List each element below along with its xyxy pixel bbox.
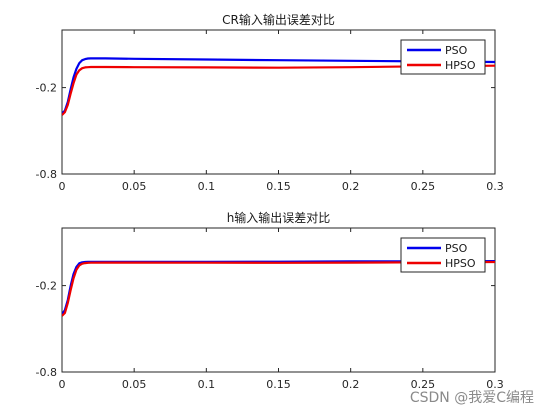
- y-tick-label: -0.8: [36, 168, 57, 181]
- legend-label-hpso: HPSO: [445, 257, 476, 270]
- legend-label-hpso: HPSO: [445, 59, 476, 72]
- x-tick-label: 0.25: [411, 180, 436, 193]
- watermark-text: CSDN @我爱C编程: [409, 390, 534, 406]
- legend-label-pso: PSO: [445, 44, 468, 57]
- x-tick-label: 0.3: [486, 180, 504, 193]
- legend-label-pso: PSO: [445, 242, 468, 255]
- x-tick-label: 0.3: [486, 378, 504, 391]
- x-tick-label: 0.2: [342, 180, 360, 193]
- x-tick-label: 0: [59, 180, 66, 193]
- chart-1: CR输入输出误差对比 0 0.05 0.1 0.15 0.2 0.25 0.3 -0.8 -0.2…: [36, 12, 504, 193]
- legend-box: [400, 237, 486, 273]
- chart-title: h输入输出误差对比: [227, 210, 331, 225]
- x-tick-label: 0.05: [122, 378, 147, 391]
- chart-title: CR输入输出误差对比: [222, 12, 335, 27]
- x-tick-label: 0.15: [266, 180, 291, 193]
- x-tick-label: 0.25: [411, 378, 436, 391]
- legend-box: [400, 39, 486, 75]
- x-tick-label: 0: [59, 378, 66, 391]
- y-tick-label: -0.2: [36, 82, 57, 95]
- x-tick-label: 0.1: [198, 378, 216, 391]
- series-line-hpso: [62, 260, 495, 317]
- x-tick-label: 0.2: [342, 378, 360, 391]
- legend: PSO HPSO: [400, 39, 486, 75]
- x-tick-label: 0.05: [122, 180, 147, 193]
- x-tick-label: 0.15: [266, 378, 291, 391]
- legend: PSO HPSO: [400, 237, 486, 273]
- y-tick-label: -0.2: [36, 280, 57, 293]
- series-line-hpso: [62, 64, 495, 116]
- chart-2: h输入输出误差对比 0 0.05 0.1 0.15 0.2 0.25 0.3 -0.8 -0.2 P…: [36, 210, 504, 391]
- x-tick-label: 0.1: [198, 180, 216, 193]
- y-tick-label: -0.8: [36, 366, 57, 379]
